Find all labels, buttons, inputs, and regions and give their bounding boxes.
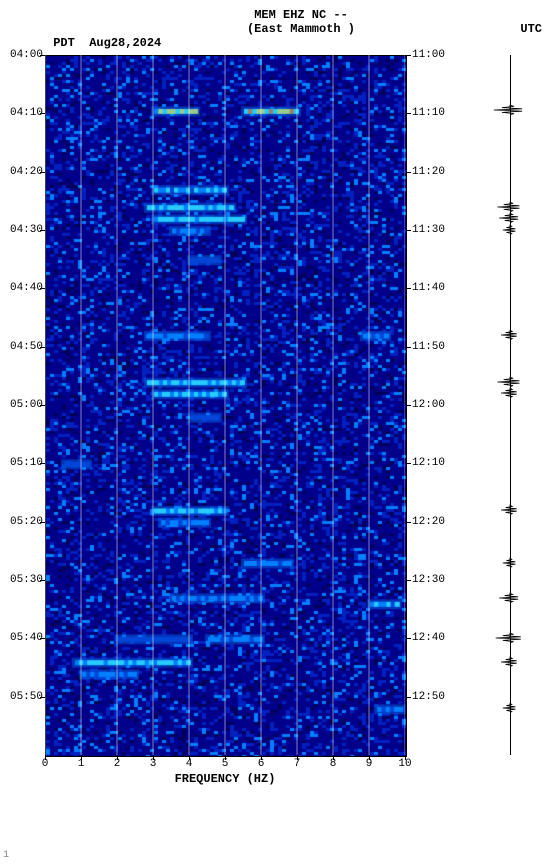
y-right-label: 12:30 <box>410 574 455 586</box>
ytick <box>40 522 45 523</box>
ytick <box>40 113 45 114</box>
xtick <box>261 755 262 760</box>
y-right-label: 11:20 <box>410 166 455 178</box>
ytick <box>406 347 411 348</box>
y-left-label: 04:30 <box>0 224 45 236</box>
y-right-label: 12:50 <box>410 691 455 703</box>
y-left-label: 04:10 <box>0 107 45 119</box>
y-right-label: 12:20 <box>410 516 455 528</box>
xtick <box>297 755 298 760</box>
xtick <box>45 755 46 760</box>
seismo-burst <box>510 393 511 394</box>
ytick <box>406 580 411 581</box>
corner-mark: 1 <box>3 850 9 861</box>
y-right-label: 11:10 <box>410 107 455 119</box>
seismo-burst <box>510 382 511 383</box>
y-right-label: 12:00 <box>410 399 455 411</box>
ytick <box>406 230 411 231</box>
xtick <box>153 755 154 760</box>
ytick <box>40 580 45 581</box>
y-left-label: 05:10 <box>0 457 45 469</box>
ytick <box>406 463 411 464</box>
ytick <box>406 697 411 698</box>
header-left-blank <box>10 8 140 22</box>
spectrogram-canvas <box>45 55 407 757</box>
seismo-burst <box>510 110 511 111</box>
xtick <box>405 755 406 760</box>
y-left-label: 05:30 <box>0 574 45 586</box>
y-right-label: 11:40 <box>410 282 455 294</box>
x-axis-title: FREQUENCY (HZ) <box>45 772 405 786</box>
y-right-label: 12:40 <box>410 632 455 644</box>
seismo-burst <box>510 218 511 219</box>
station-title: MEM EHZ NC -- <box>140 8 462 22</box>
y-right-labels: 11:0011:1011:2011:3011:4011:5012:0012:10… <box>410 55 455 755</box>
seismo-burst <box>510 207 511 208</box>
seismo-burst <box>510 563 511 564</box>
xtick <box>369 755 370 760</box>
y-left-labels: 04:0004:1004:2004:3004:4004:5005:0005:10… <box>0 55 45 755</box>
seismogram-panel <box>490 55 530 755</box>
ytick <box>40 638 45 639</box>
ytick <box>40 55 45 56</box>
xtick <box>189 755 190 760</box>
xtick <box>333 755 334 760</box>
ytick <box>40 463 45 464</box>
seismo-burst <box>510 662 511 663</box>
ytick <box>40 172 45 173</box>
ytick <box>406 522 411 523</box>
y-right-label: 11:50 <box>410 341 455 353</box>
ytick <box>406 288 411 289</box>
ytick <box>40 347 45 348</box>
ytick <box>406 638 411 639</box>
y-right-label: 11:30 <box>410 224 455 236</box>
y-right-label: 11:00 <box>410 49 455 61</box>
ytick <box>40 230 45 231</box>
xtick <box>81 755 82 760</box>
ytick <box>40 405 45 406</box>
ytick <box>406 113 411 114</box>
y-left-label: 05:20 <box>0 516 45 528</box>
ytick <box>406 172 411 173</box>
header-right-blank <box>462 8 542 22</box>
seismo-burst <box>510 230 511 231</box>
seismo-burst <box>510 335 511 336</box>
y-left-label: 04:20 <box>0 166 45 178</box>
seismo-burst <box>510 708 511 709</box>
xtick <box>225 755 226 760</box>
spectrogram-plot <box>45 55 405 755</box>
y-left-label: 05:40 <box>0 632 45 644</box>
ytick <box>406 405 411 406</box>
ytick <box>406 55 411 56</box>
ytick <box>40 288 45 289</box>
seismo-burst <box>510 510 511 511</box>
left-tz: PDT <box>53 36 75 50</box>
xtick <box>117 755 118 760</box>
ytick <box>40 697 45 698</box>
y-left-label: 04:40 <box>0 282 45 294</box>
y-left-label: 04:50 <box>0 341 45 353</box>
seismo-burst <box>510 638 511 639</box>
y-right-label: 12:10 <box>410 457 455 469</box>
seismo-burst <box>510 598 511 599</box>
y-left-label: 04:00 <box>0 49 45 61</box>
y-left-label: 05:50 <box>0 691 45 703</box>
y-left-label: 05:00 <box>0 399 45 411</box>
